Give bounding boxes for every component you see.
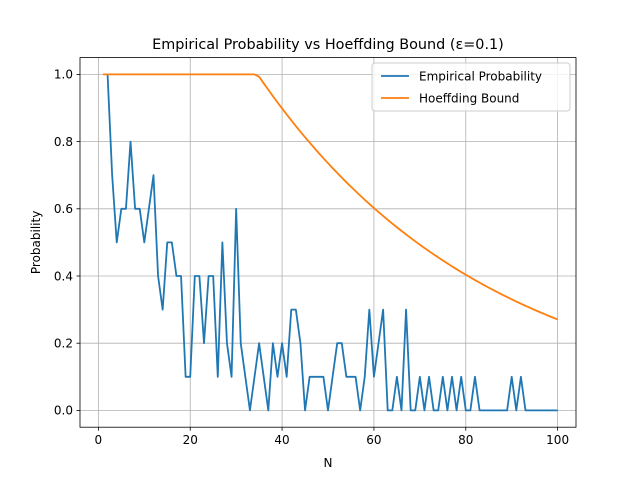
- plot-frame: [79, 57, 577, 428]
- legend: Empirical Probability Hoeffding Bound: [371, 62, 571, 112]
- y-axis-label: Probability: [29, 211, 43, 274]
- legend-label-empirical: Empirical Probability: [419, 70, 542, 84]
- series-layer: [102, 73, 558, 412]
- x-tick-label: 80: [458, 433, 473, 447]
- x-tick-label: 40: [274, 433, 289, 447]
- x-tick-label: 0: [95, 433, 103, 447]
- x-tick-label: 20: [183, 433, 198, 447]
- y-tick-label: 0.2: [54, 337, 73, 351]
- ticks: 0 20 40 60 80 100 0.0 0.2 0.4 0.6 0.8 1.0: [54, 68, 569, 448]
- grid: [80, 57, 576, 428]
- x-tick-label: 100: [546, 433, 569, 447]
- x-tick-label: 60: [366, 433, 381, 447]
- series-line-hoeffding: [102, 73, 558, 321]
- x-axis-label: N: [324, 456, 333, 470]
- y-tick-label: 1.0: [54, 68, 73, 82]
- y-tick-label: 0.8: [54, 135, 73, 149]
- series-line-empirical: [106, 74, 558, 412]
- y-tick-label: 0.4: [54, 269, 73, 283]
- y-tick-label: 0.6: [54, 202, 73, 216]
- legend-box: [371, 62, 571, 112]
- chart-title: Empirical Probability vs Hoeffding Bound…: [152, 37, 504, 53]
- legend-label-hoeffding: Hoeffding Bound: [419, 92, 519, 106]
- y-tick-label: 0.0: [54, 404, 73, 418]
